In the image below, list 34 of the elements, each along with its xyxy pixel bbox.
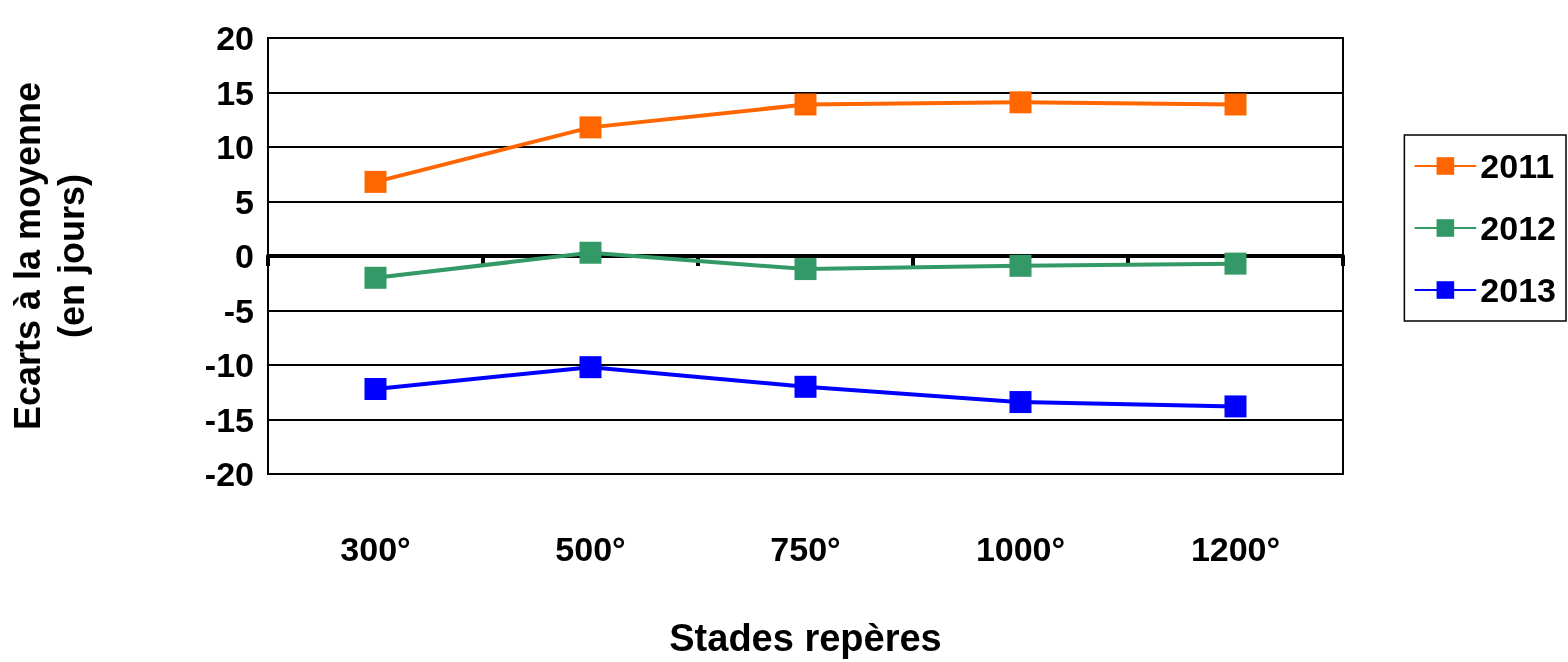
point <box>1009 91 1032 114</box>
point <box>794 375 817 398</box>
y-tick-label: -15 <box>204 400 254 439</box>
point <box>1009 254 1032 277</box>
y-tick-label: 5 <box>235 182 254 221</box>
point <box>794 93 817 116</box>
legend-label: 2013 <box>1480 271 1556 309</box>
x-tick-label: 750° <box>770 530 841 568</box>
y-tick-label: -5 <box>223 291 254 330</box>
y-axis-title: Ecarts à la moyenne (en jours) <box>6 81 92 431</box>
point <box>1009 391 1032 414</box>
x-tick-label: 1200° <box>1190 530 1281 568</box>
x-tick-label: 500° <box>555 530 626 568</box>
point <box>364 377 387 400</box>
legend-label: 2012 <box>1480 209 1556 247</box>
point <box>579 116 602 139</box>
y-tick-label: 0 <box>235 237 254 275</box>
y-tick-label: -20 <box>204 455 254 493</box>
point <box>1224 395 1247 418</box>
x-tick-label: 1000° <box>975 530 1066 568</box>
y-tick-label: 10 <box>216 128 254 166</box>
point <box>364 266 387 289</box>
point <box>364 170 387 193</box>
y-tick-label: -10 <box>204 346 254 384</box>
point <box>579 356 602 379</box>
point <box>579 241 602 264</box>
point <box>1224 93 1247 116</box>
x-tick-label: 300° <box>340 530 411 568</box>
x-axis-title: Stades repères <box>669 617 942 659</box>
legend-label: 2011 <box>1480 147 1555 185</box>
point <box>794 258 817 281</box>
y-tick-label: 20 <box>216 19 254 57</box>
y-tick-label: 15 <box>216 73 254 112</box>
point <box>1224 252 1247 275</box>
